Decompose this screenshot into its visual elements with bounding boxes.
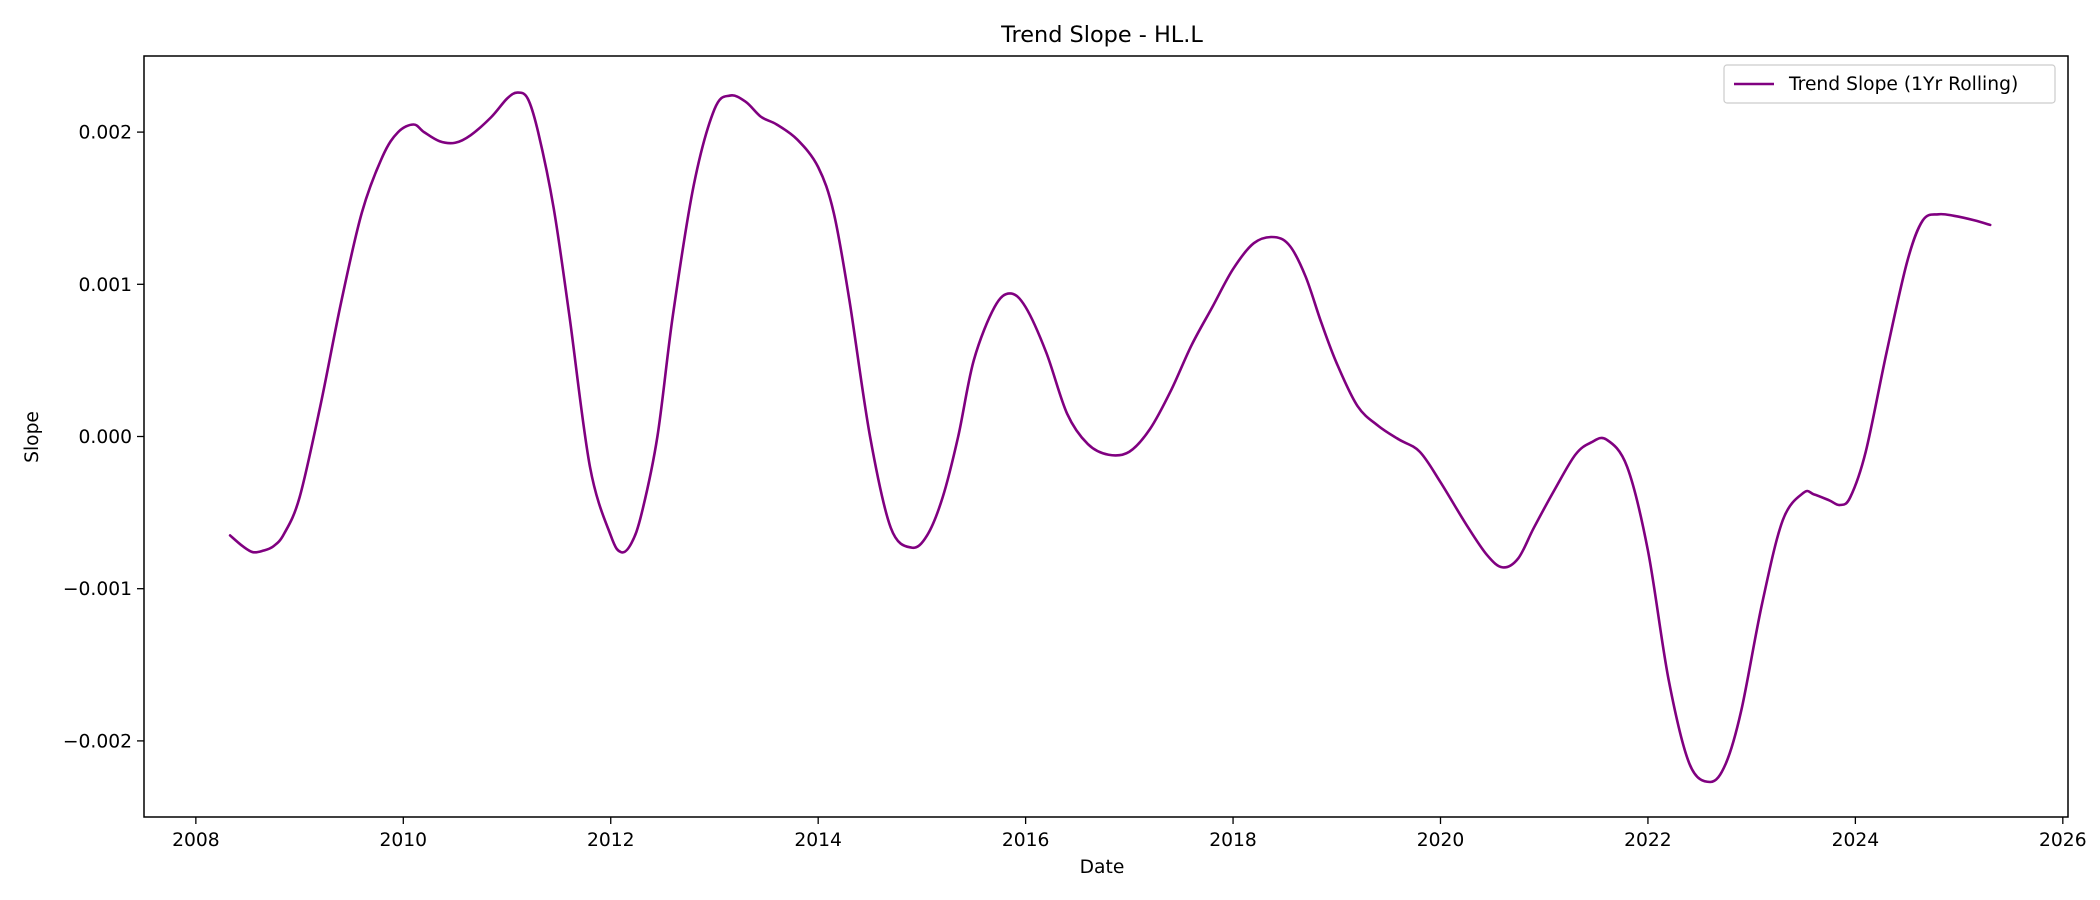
y-tick-label: 0.000 [79, 427, 133, 448]
y-tick-label: 0.001 [79, 275, 133, 296]
legend: Trend Slope (1Yr Rolling) [1723, 64, 2056, 104]
x-tick-label: 2016 [1002, 830, 1050, 851]
legend-label: Trend Slope (1Yr Rolling) [1788, 74, 2018, 95]
chart-title: Trend Slope - HL.L [1000, 22, 1203, 48]
x-tick-label: 2020 [1417, 830, 1465, 851]
x-tick-label: 2010 [380, 830, 428, 851]
x-axis: 2008 2010 2012 2014 2016 2018 2020 2022 2024 2026 [172, 817, 2087, 851]
y-axis: −0.002 −0.001 0.000 0.001 0.002 [63, 123, 144, 752]
x-axis-label: Date [1080, 857, 1125, 878]
series-line-trend-slope [228, 91, 1992, 784]
x-tick-label: 2022 [1624, 830, 1672, 851]
y-tick-label: 0.002 [79, 123, 133, 144]
x-tick-label: 2018 [1209, 830, 1257, 851]
x-tick-label: 2012 [587, 830, 635, 851]
y-axis-label: Slope [22, 411, 43, 463]
x-tick-label: 2024 [1832, 830, 1880, 851]
x-tick-label: 2008 [172, 830, 220, 851]
x-tick-label: 2026 [2039, 830, 2087, 851]
legend-box [1723, 64, 2056, 104]
x-tick-label: 2014 [794, 830, 842, 851]
y-tick-label: −0.002 [63, 731, 132, 752]
chart-marks [228, 91, 1992, 784]
y-tick-label: −0.001 [63, 579, 132, 600]
